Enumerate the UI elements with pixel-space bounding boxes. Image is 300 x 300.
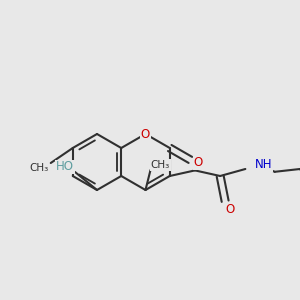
Text: NH: NH	[255, 158, 273, 172]
Text: O: O	[194, 156, 203, 170]
Text: CH₃: CH₃	[151, 160, 170, 170]
Text: O: O	[226, 203, 235, 216]
Text: HO: HO	[56, 160, 74, 173]
Text: O: O	[141, 128, 150, 140]
Text: CH₃: CH₃	[29, 163, 48, 173]
